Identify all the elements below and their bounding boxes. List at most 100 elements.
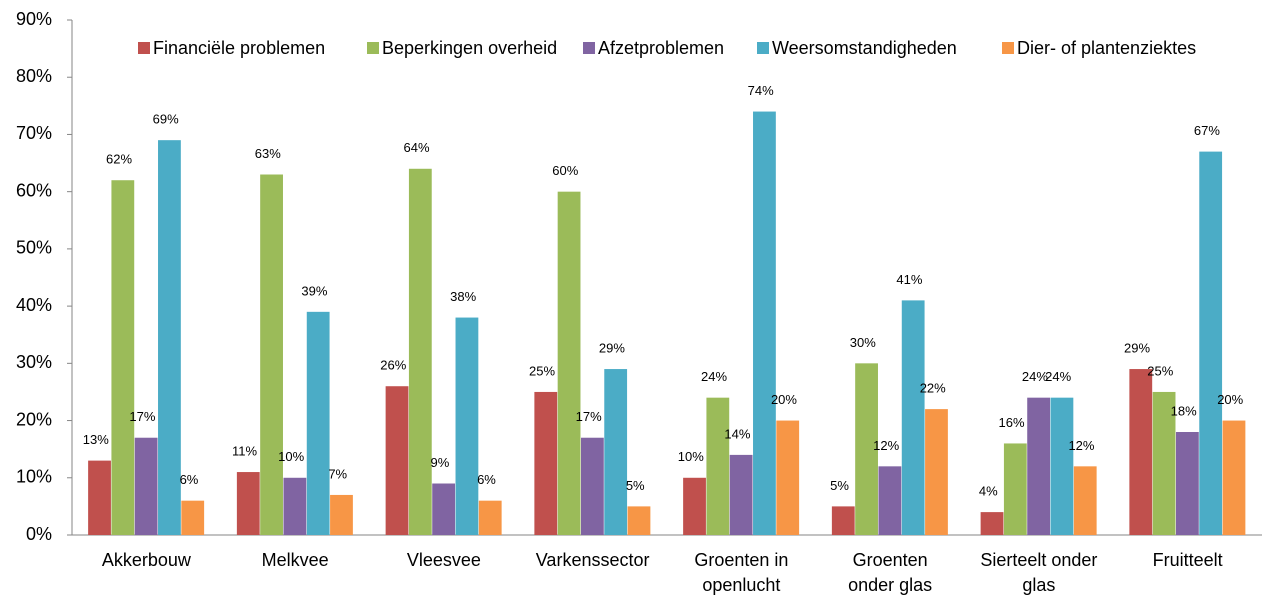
y-tick-label: 80% bbox=[16, 66, 52, 86]
bar bbox=[534, 391, 558, 535]
data-label: 10% bbox=[278, 449, 304, 464]
bar bbox=[706, 397, 730, 535]
data-label: 26% bbox=[380, 358, 406, 373]
bar bbox=[432, 483, 456, 535]
bar bbox=[1199, 151, 1223, 535]
bar bbox=[181, 500, 205, 535]
legend-label: Afzetproblemen bbox=[598, 38, 724, 58]
bar bbox=[1175, 432, 1199, 535]
x-tick-label: Sierteelt onder glas bbox=[980, 550, 1098, 595]
bar bbox=[134, 437, 158, 535]
bar bbox=[1027, 397, 1051, 535]
x-tick-label: Fruitteelt bbox=[1152, 550, 1223, 570]
bar bbox=[306, 311, 330, 535]
y-tick-label: 20% bbox=[16, 409, 52, 429]
data-label: 29% bbox=[1124, 340, 1150, 355]
bar bbox=[111, 180, 135, 535]
data-label: 60% bbox=[552, 163, 578, 178]
bar bbox=[88, 460, 111, 535]
bar bbox=[408, 168, 432, 535]
bar bbox=[385, 386, 409, 535]
x-tick-label: Groenten in openlucht bbox=[694, 550, 789, 595]
y-tick-label: 60% bbox=[16, 180, 52, 200]
x-tick-label: Vleesvee bbox=[406, 550, 481, 570]
bar bbox=[901, 300, 925, 535]
data-label: 25% bbox=[529, 363, 555, 378]
bar bbox=[980, 512, 1004, 535]
y-tick-label: 30% bbox=[16, 352, 52, 372]
bar bbox=[260, 174, 283, 535]
bar bbox=[878, 466, 902, 535]
x-tick-label: Melkvee bbox=[261, 550, 329, 570]
data-label: 41% bbox=[896, 272, 922, 287]
data-label: 69% bbox=[153, 112, 179, 127]
data-label: 14% bbox=[724, 426, 750, 441]
bar bbox=[1050, 397, 1074, 535]
bar bbox=[753, 111, 776, 536]
x-tick-label: Groenten onder glas bbox=[848, 550, 933, 595]
data-label: 63% bbox=[255, 146, 281, 161]
data-label: 12% bbox=[873, 438, 899, 453]
bar bbox=[158, 140, 181, 535]
bar bbox=[478, 500, 502, 535]
legend-swatch bbox=[138, 42, 150, 54]
y-tick-label: 70% bbox=[16, 123, 52, 143]
bar bbox=[925, 409, 948, 535]
data-label: 7% bbox=[328, 466, 347, 481]
y-tick-label: 10% bbox=[16, 467, 52, 487]
data-label: 4% bbox=[979, 484, 998, 499]
data-label: 24% bbox=[701, 369, 727, 384]
data-label: 20% bbox=[771, 392, 797, 407]
data-label: 18% bbox=[1171, 403, 1197, 418]
x-tick-label: Varkenssector bbox=[535, 550, 650, 570]
data-label: 17% bbox=[129, 409, 155, 424]
bar bbox=[1222, 420, 1246, 535]
data-label: 13% bbox=[83, 432, 109, 447]
data-label: 24% bbox=[1045, 369, 1071, 384]
data-label: 9% bbox=[430, 455, 449, 470]
data-label: 24% bbox=[1022, 369, 1048, 384]
data-label: 6% bbox=[477, 472, 496, 487]
bar bbox=[831, 506, 855, 535]
bar bbox=[683, 477, 706, 535]
data-label: 10% bbox=[678, 449, 704, 464]
legend-label: Dier- of plantenziektes bbox=[1017, 38, 1196, 58]
data-label: 30% bbox=[850, 335, 876, 350]
bar bbox=[580, 437, 604, 535]
data-label: 29% bbox=[599, 340, 625, 355]
data-label: 6% bbox=[180, 472, 199, 487]
data-label: 16% bbox=[999, 415, 1025, 430]
legend-label: Beperkingen overheid bbox=[382, 38, 557, 58]
data-label: 74% bbox=[748, 83, 774, 98]
bar bbox=[627, 506, 651, 535]
legend-swatch bbox=[367, 42, 379, 54]
data-label: 22% bbox=[920, 381, 946, 396]
y-tick-label: 0% bbox=[26, 524, 52, 544]
bar bbox=[729, 454, 753, 535]
bar bbox=[855, 363, 878, 535]
data-label: 5% bbox=[626, 478, 645, 493]
bar bbox=[1152, 391, 1176, 535]
legend-label: Financiële problemen bbox=[153, 38, 325, 58]
data-label: 25% bbox=[1147, 363, 1173, 378]
data-label: 20% bbox=[1217, 392, 1243, 407]
bar bbox=[1003, 443, 1027, 535]
y-tick-label: 50% bbox=[16, 238, 52, 258]
bar bbox=[455, 317, 479, 535]
legend-label: Weersomstandigheden bbox=[772, 38, 957, 58]
bar bbox=[604, 369, 628, 535]
legend-swatch bbox=[757, 42, 769, 54]
bar bbox=[1073, 466, 1097, 535]
data-label: 12% bbox=[1068, 438, 1094, 453]
data-label: 38% bbox=[450, 289, 476, 304]
bar bbox=[1129, 369, 1153, 535]
bar bbox=[283, 477, 307, 535]
bar bbox=[236, 472, 260, 535]
x-tick-label: Akkerbouw bbox=[101, 550, 191, 570]
data-label: 11% bbox=[232, 443, 257, 458]
y-tick-label: 90% bbox=[16, 9, 52, 29]
bar bbox=[557, 191, 581, 535]
data-label: 62% bbox=[106, 152, 132, 167]
